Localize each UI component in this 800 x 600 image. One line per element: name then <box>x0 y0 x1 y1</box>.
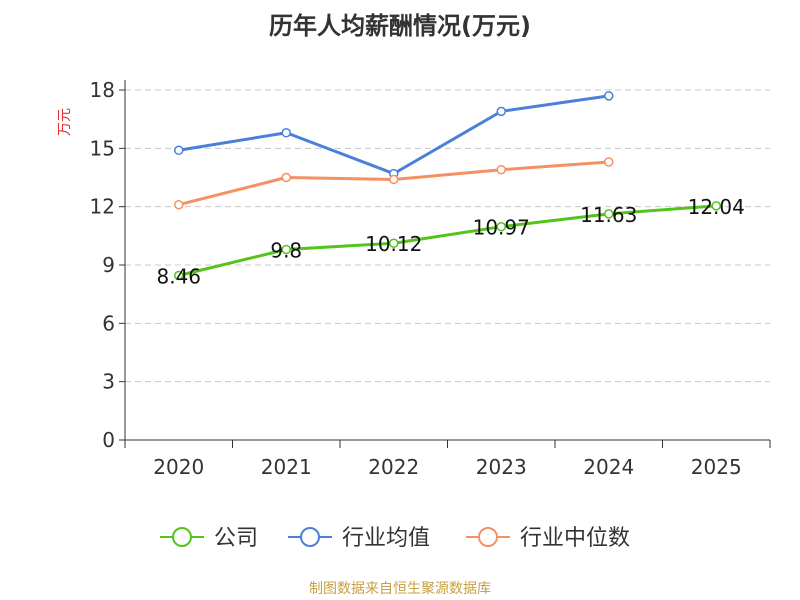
legend-label: 公司 <box>214 526 258 551</box>
y-tick-label: 3 <box>102 370 115 394</box>
data-label: 12.04 <box>688 195 745 219</box>
data-point <box>496 221 506 232</box>
data-point <box>604 157 614 167</box>
legend-marker <box>172 527 192 547</box>
x-tick-label: 2023 <box>476 455 527 479</box>
y-tick-label: 6 <box>102 311 115 335</box>
data-point <box>711 201 721 211</box>
data-point <box>604 209 614 219</box>
data-point <box>604 91 614 101</box>
data-label: 8.46 <box>156 265 201 289</box>
data-point <box>281 172 291 183</box>
data-point <box>174 270 184 281</box>
legend-marker <box>478 527 498 547</box>
y-tick-label: 0 <box>102 428 115 452</box>
data-label: 10.97 <box>473 216 530 240</box>
data-point <box>496 164 506 175</box>
y-tick-label: 15 <box>90 136 115 160</box>
y-tick-label: 9 <box>102 253 115 277</box>
data-point <box>281 244 291 255</box>
data-label: 11.63 <box>580 203 637 227</box>
y-tick-label: 12 <box>90 195 115 219</box>
x-tick-label: 2022 <box>368 455 419 479</box>
x-tick-label: 2024 <box>583 455 634 479</box>
chart-title: 历年人均薪酬情况(万元) <box>269 12 531 40</box>
data-point <box>281 128 291 138</box>
data-point <box>389 174 399 185</box>
data-point <box>174 199 184 210</box>
x-tick-label: 2021 <box>261 455 312 479</box>
legend-marker <box>300 527 320 547</box>
y-axis-label: 万元 <box>57 108 73 136</box>
legend-label: 行业均值 <box>342 526 430 551</box>
source-note: 制图数据来自恒生聚源数据库 <box>309 581 491 597</box>
data-label: 9.8 <box>270 238 302 262</box>
series-line-0 <box>178 204 717 277</box>
data-point <box>389 238 399 248</box>
legend-label: 行业中位数 <box>520 526 630 551</box>
data-label: 10.12 <box>365 232 422 256</box>
x-tick-label: 2025 <box>691 455 742 479</box>
data-point <box>496 106 506 117</box>
data-point <box>174 145 184 156</box>
y-tick-label: 18 <box>90 78 115 102</box>
series-line-1 <box>178 94 609 176</box>
x-tick-label: 2020 <box>153 455 204 479</box>
